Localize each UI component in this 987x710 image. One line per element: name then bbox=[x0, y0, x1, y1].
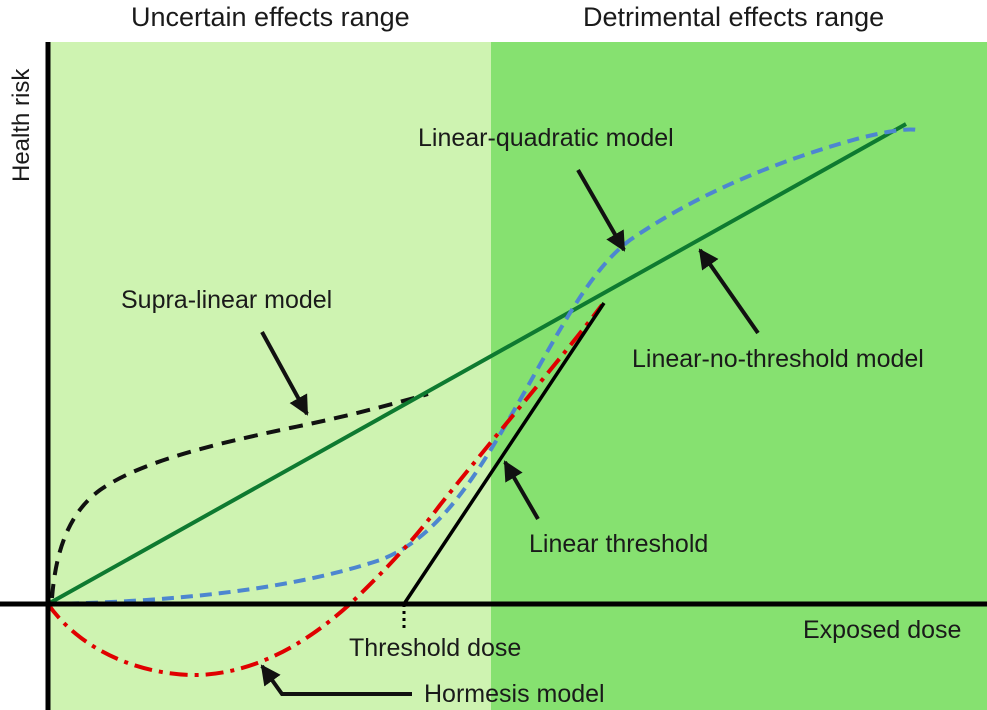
uncertain-range-header: Uncertain effects range bbox=[131, 2, 410, 32]
threshold-dose-label: Threshold dose bbox=[349, 634, 522, 662]
supra-linear-curve bbox=[50, 392, 429, 599]
linear-threshold-line bbox=[402, 302, 606, 605]
hormesis-arrow bbox=[260, 664, 412, 696]
x-axis-label: Exposed dose bbox=[803, 616, 962, 644]
linear-no-threshold-line bbox=[47, 122, 907, 606]
linear-no-threshold-label: Linear-no-threshold model bbox=[632, 345, 924, 373]
detrimental-range-header: Detrimental effects range bbox=[583, 2, 885, 32]
linear-threshold-label: Linear threshold bbox=[529, 530, 709, 558]
supra-linear-arrow bbox=[260, 331, 309, 416]
linear-quadratic-label: Linear-quadratic model bbox=[418, 124, 674, 152]
hormesis-label: Hormesis model bbox=[424, 680, 605, 708]
uncertain-region bbox=[48, 42, 491, 710]
y-axis-label: Health risk bbox=[8, 68, 35, 182]
linear-threshold-arrow bbox=[503, 460, 540, 521]
linear-quadratic-curve bbox=[47, 127, 919, 606]
linear-quadratic-arrow bbox=[576, 169, 626, 252]
detrimental-region bbox=[491, 42, 987, 710]
supra-linear-label: Supra-linear model bbox=[121, 286, 333, 314]
hormesis-curve bbox=[46, 303, 604, 678]
linear-no-threshold-arrow bbox=[698, 248, 760, 335]
